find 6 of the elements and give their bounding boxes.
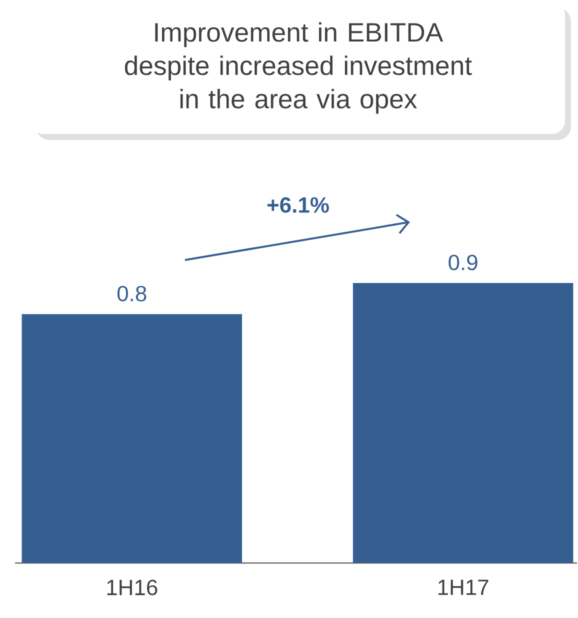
chart-title: Improvement in EBITDA despite increased investment in the area via opex [125,22,472,114]
text: +6.1% [268,197,330,213]
data-label: 0.9 [448,254,478,270]
x-tick-label: 1H16 [107,580,158,596]
data-label: 0.8 [118,286,146,302]
x-tick-label: 1H17 [438,580,488,595]
